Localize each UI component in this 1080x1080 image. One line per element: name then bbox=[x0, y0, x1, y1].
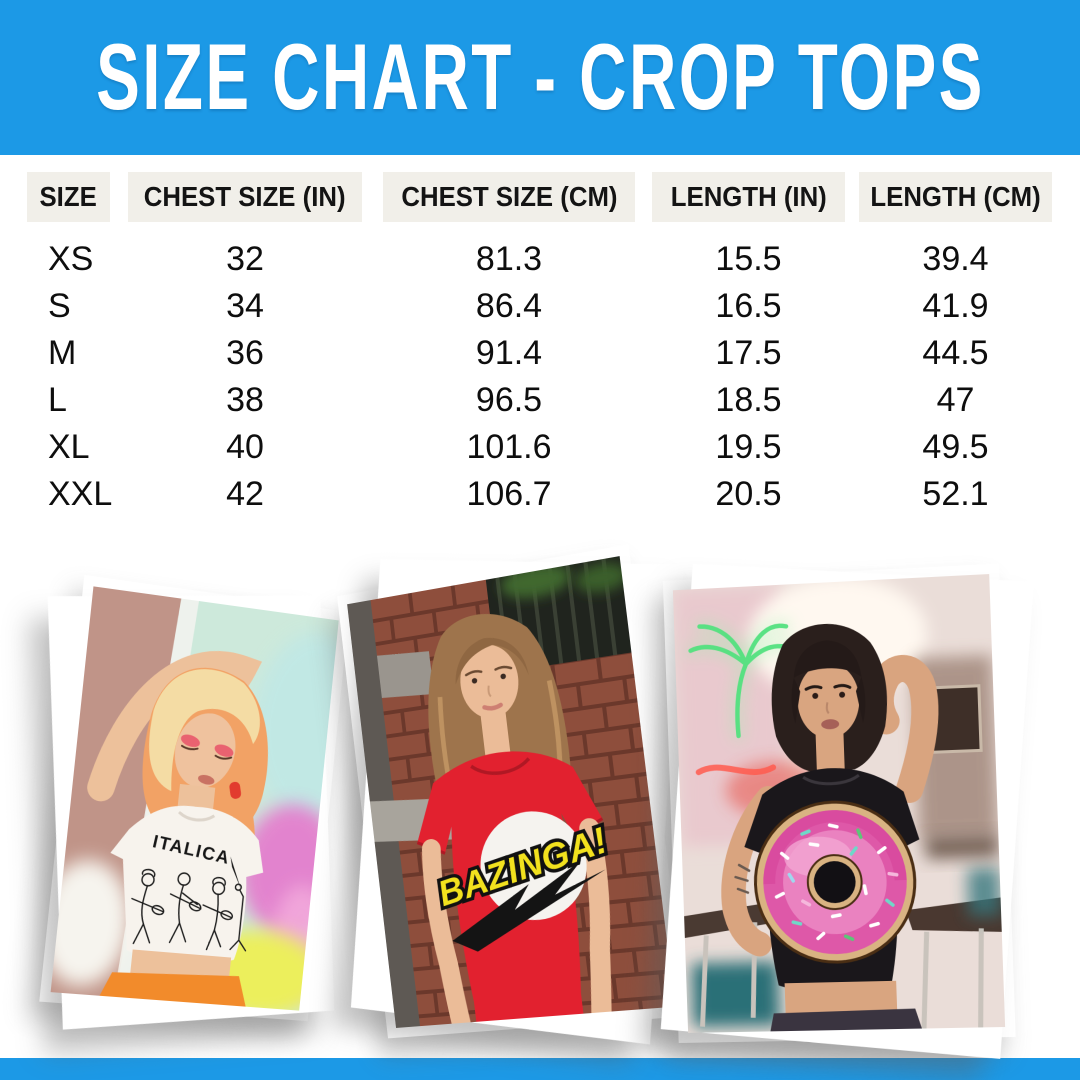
banner: SIZE CHART - CROP TOPS bbox=[0, 0, 1080, 155]
table-body: XS 32 81.3 15.5 39.4 S 34 86.4 16.5 41.9… bbox=[0, 236, 1080, 518]
chest-in-cell: 40 bbox=[226, 428, 264, 466]
length-cm-cell: 47 bbox=[936, 381, 975, 419]
photo-card-italica: ITALICA bbox=[39, 574, 350, 1022]
column-header-length-cm: LENGTH (CM) bbox=[859, 172, 1052, 222]
table-row: L 38 96.5 18.5 47 bbox=[0, 377, 1080, 424]
chest-in-cell: 34 bbox=[226, 287, 264, 325]
size-cell: S bbox=[48, 287, 71, 325]
photo-card-donut bbox=[662, 563, 1016, 1043]
table-row: S 34 86.4 16.5 41.9 bbox=[0, 283, 1080, 330]
photo-scene-italica: ITALICA bbox=[50, 586, 339, 1011]
length-in-cell: 20.5 bbox=[715, 475, 782, 513]
chest-in-cell: 36 bbox=[226, 334, 264, 372]
length-cm-cell: 49.5 bbox=[922, 428, 989, 466]
size-cell: L bbox=[48, 381, 67, 419]
size-cell: XL bbox=[48, 428, 90, 466]
red-earring bbox=[228, 781, 242, 800]
table-row: M 36 91.4 17.5 44.5 bbox=[0, 330, 1080, 377]
length-cm-cell: 39.4 bbox=[922, 240, 989, 278]
length-cm-cell: 52.1 bbox=[922, 475, 989, 513]
donut-graphic bbox=[753, 799, 918, 964]
chest-in-cell: 32 bbox=[226, 240, 264, 278]
column-header-size: SIZE bbox=[27, 172, 110, 222]
column-header-length-in: LENGTH (IN) bbox=[652, 172, 845, 222]
length-cm-cell: 41.9 bbox=[922, 287, 989, 325]
table-row: XS 32 81.3 15.5 39.4 bbox=[0, 236, 1080, 283]
page-title: SIZE CHART - CROP TOPS bbox=[95, 25, 985, 129]
length-in-cell: 15.5 bbox=[715, 240, 782, 278]
chest-cm-cell: 106.7 bbox=[466, 475, 552, 513]
table-row: XXL 42 106.7 20.5 52.1 bbox=[0, 471, 1080, 518]
column-header-chest-cm: CHEST SIZE (CM) bbox=[383, 172, 635, 222]
length-cm-cell: 44.5 bbox=[922, 334, 989, 372]
chest-cm-cell: 81.3 bbox=[475, 240, 543, 278]
table-header-row: SIZE CHEST SIZE (IN) CHEST SIZE (CM) LEN… bbox=[0, 172, 1080, 222]
chest-cm-cell: 86.4 bbox=[475, 287, 543, 325]
photo-scene-donut bbox=[672, 574, 1006, 1033]
chest-cm-cell: 91.4 bbox=[475, 334, 543, 372]
chest-in-cell: 42 bbox=[226, 475, 264, 513]
size-cell: XXL bbox=[48, 475, 113, 513]
chest-cm-cell: 96.5 bbox=[475, 381, 543, 419]
table-row: XL 40 101.6 19.5 49.5 bbox=[0, 424, 1080, 471]
photo-card-bazinga: BAZINGA! bbox=[337, 544, 687, 1039]
size-cell: XS bbox=[48, 240, 94, 278]
footer-bar bbox=[0, 1058, 1080, 1080]
photos-section: ITALICA bbox=[0, 540, 1080, 1058]
length-in-cell: 17.5 bbox=[715, 334, 782, 372]
length-in-cell: 18.5 bbox=[715, 381, 782, 419]
column-header-chest-in: CHEST SIZE (IN) bbox=[128, 172, 362, 222]
band-line-art bbox=[127, 868, 252, 952]
chest-cm-cell: 101.6 bbox=[466, 428, 552, 466]
chest-in-cell: 38 bbox=[226, 381, 264, 419]
length-in-cell: 19.5 bbox=[715, 428, 782, 466]
size-cell: M bbox=[48, 334, 77, 372]
length-in-cell: 16.5 bbox=[715, 287, 782, 325]
photo-scene-bazinga: BAZINGA! bbox=[347, 556, 676, 1028]
